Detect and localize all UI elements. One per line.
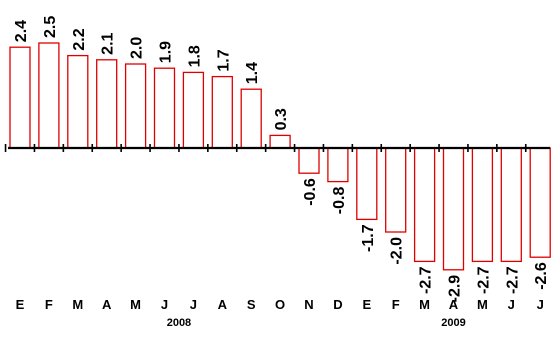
data-label-3: 2.2 <box>71 28 88 50</box>
bar-10 <box>269 134 291 149</box>
x-axis <box>4 144 550 152</box>
data-label-2: 2.5 <box>42 16 59 38</box>
bar-2 <box>38 42 60 149</box>
category-label-16: A <box>449 297 459 312</box>
category-label-14: F <box>392 297 400 312</box>
year-label-2009: 2009 <box>441 317 465 329</box>
bar-9 <box>240 88 262 149</box>
bar-6 <box>153 67 176 149</box>
category-label-13: E <box>362 297 371 312</box>
data-label-10: 0.3 <box>273 108 290 130</box>
data-label-1: 2.4 <box>13 20 30 42</box>
category-label-19: J <box>537 297 544 312</box>
category-label-9: S <box>247 297 256 312</box>
bar-18 <box>500 147 522 263</box>
data-label-18: -2.7 <box>504 266 521 294</box>
bar-15 <box>413 147 436 263</box>
data-label-17: -2.7 <box>475 266 492 294</box>
bar-13 <box>356 147 378 221</box>
data-label-6: 1.9 <box>158 41 175 63</box>
data-label-15: -2.7 <box>418 266 435 294</box>
category-label-1: E <box>16 297 25 312</box>
category-label-11: N <box>304 297 313 312</box>
data-label-7: 1.8 <box>186 45 203 67</box>
category-label-15: M <box>419 297 430 312</box>
data-label-5: 2.0 <box>129 37 146 59</box>
category-label-8: A <box>218 297 228 312</box>
bar-11 <box>298 147 320 174</box>
bar-4 <box>96 59 118 149</box>
data-label-8: 1.7 <box>215 49 232 71</box>
category-label-4: A <box>102 297 112 312</box>
data-label-16: -2.9 <box>447 275 464 303</box>
bar-8 <box>211 75 233 149</box>
bar-12 <box>327 147 349 183</box>
bar-5 <box>124 63 147 149</box>
data-label-11: -0.6 <box>302 178 319 206</box>
bars-group <box>9 42 551 271</box>
bar-16 <box>442 147 465 271</box>
data-label-9: 1.4 <box>244 62 261 84</box>
bar-1 <box>9 46 31 149</box>
category-label-6: J <box>161 297 168 312</box>
category-label-18: J <box>508 297 515 312</box>
category-label-2: F <box>45 297 53 312</box>
bar-3 <box>67 54 89 149</box>
data-labels-group: 2.4 2.5 2.2 2.1 2.0 1.9 1.8 1.7 1.4 0.3 -0.6 -0.8 -1… <box>13 16 550 303</box>
data-label-12: -0.8 <box>331 187 348 215</box>
data-label-19: -2.6 <box>533 262 550 290</box>
data-label-13: -1.7 <box>360 224 377 252</box>
category-label-17: M <box>477 297 488 312</box>
data-label-14: -2.0 <box>389 237 406 265</box>
category-label-5: M <box>130 297 141 312</box>
category-label-10: O <box>275 297 285 312</box>
category-label-12: D <box>333 297 342 312</box>
year-labels-group: 2008 2009 <box>167 317 466 329</box>
category-label-3: M <box>72 297 83 312</box>
data-label-4: 2.1 <box>100 32 117 54</box>
bar-19 <box>529 147 551 258</box>
bar-7 <box>182 71 205 149</box>
category-label-7: J <box>190 297 197 312</box>
bar-14 <box>385 147 407 233</box>
year-label-2008: 2008 <box>167 317 191 329</box>
bar-17 <box>471 147 494 263</box>
